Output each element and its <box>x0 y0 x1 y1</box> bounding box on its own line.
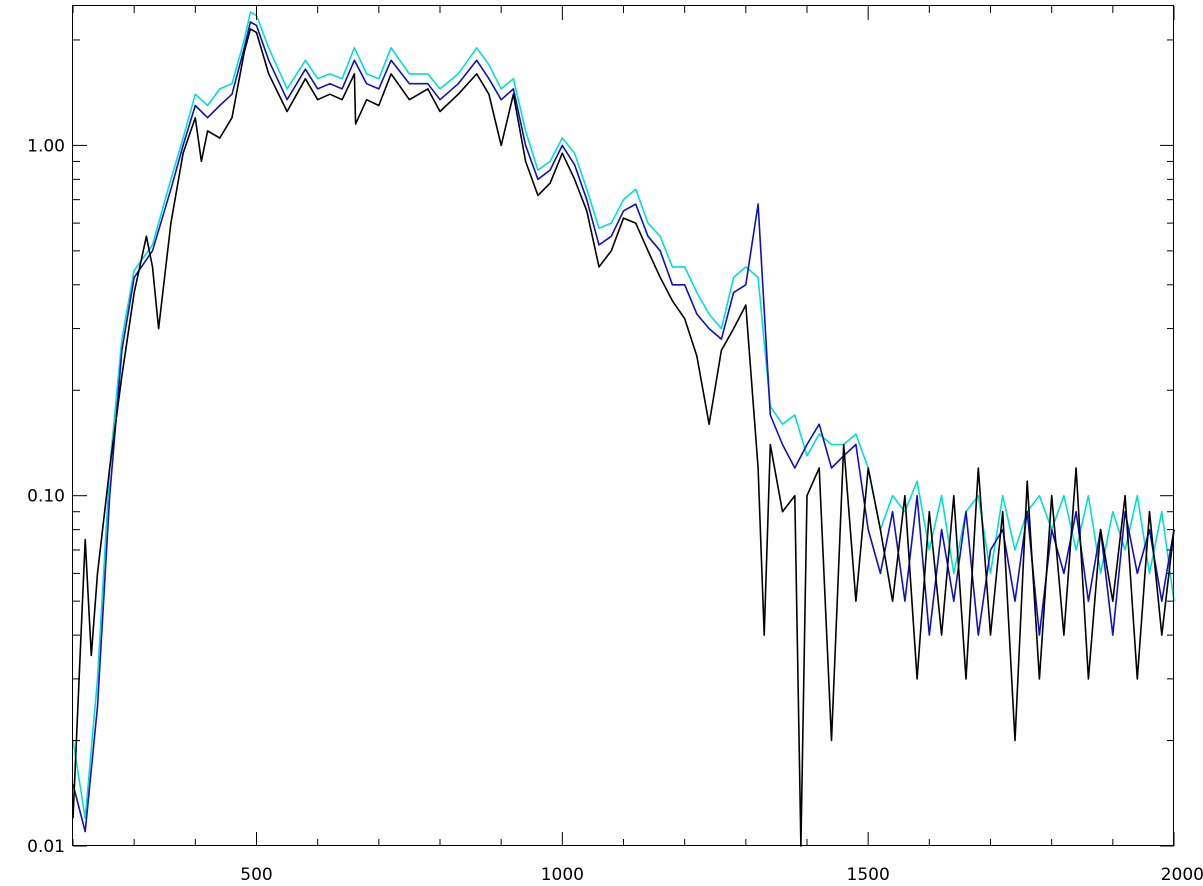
series-layer <box>72 11 1175 847</box>
series-line-3 <box>72 28 1175 847</box>
series-line-2 <box>72 21 1175 833</box>
x-tick-label: 1000 <box>541 865 584 885</box>
x-tick-label: 500 <box>240 865 272 885</box>
series-line-1 <box>72 11 1175 820</box>
y-tick-label: 1.00 <box>27 136 65 156</box>
plot-frame <box>72 5 1174 846</box>
tick-labels: 500 1000 1500 2000 0.01 0.10 1.00 <box>27 136 1203 885</box>
y-tick-label: 0.01 <box>27 837 65 857</box>
x-tick-label: 2000 <box>1161 865 1203 885</box>
y-tick-label: 0.10 <box>27 487 65 507</box>
x-tick-label: 1500 <box>847 865 890 885</box>
